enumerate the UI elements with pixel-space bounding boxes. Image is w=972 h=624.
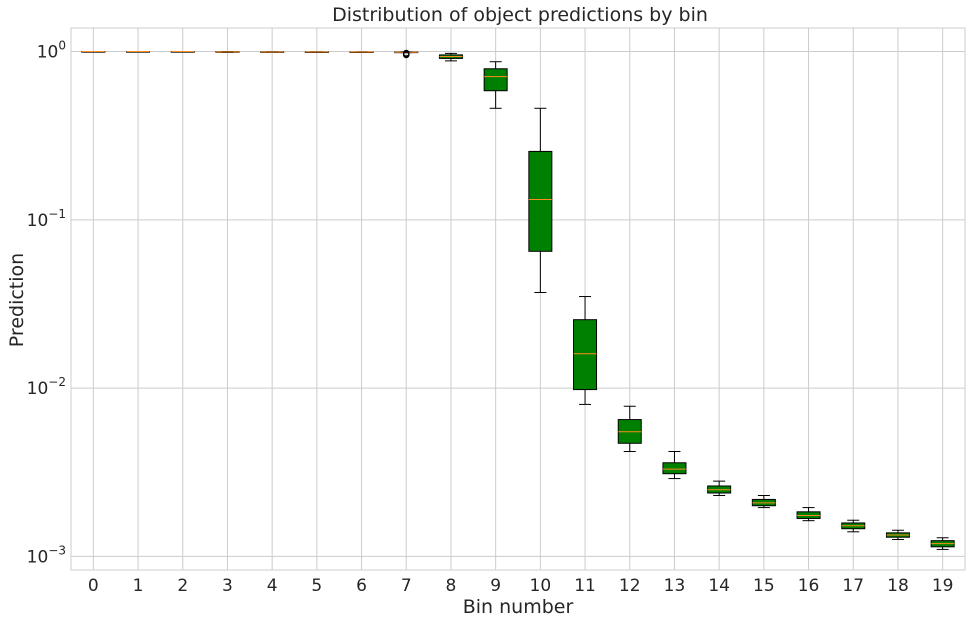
x-tick-label: 19 [932,576,954,596]
y-tick-label: 10−1 [27,207,66,231]
y-tick-label: 100 [37,39,66,63]
box [573,319,598,391]
x-tick-label: 9 [490,576,501,596]
grid [71,28,965,570]
x-tick-label: 0 [88,576,99,596]
chart-title: Distribution of object predictions by bi… [332,4,708,26]
x-tick-label: 1 [133,576,144,596]
x-tick-label: 12 [619,576,641,596]
y-axis-ticks: 100 10−1 10−2 10−3 [27,39,66,568]
x-tick-label: 2 [177,576,188,596]
x-tick-label: 14 [708,576,730,596]
x-tick-label: 18 [887,576,909,596]
x-tick-label: 17 [842,576,864,596]
box [662,462,687,475]
boxes [81,49,955,550]
x-tick-label: 16 [798,576,820,596]
x-tick-label: 8 [446,576,457,596]
x-tick-label: 3 [222,576,233,596]
x-tick-label: 7 [401,576,412,596]
x-tick-label: 13 [664,576,686,596]
x-axis-label: Bin number [463,596,574,618]
x-tick-label: 6 [356,576,367,596]
x-tick-label: 15 [753,576,775,596]
y-tick-label: 10−2 [27,375,66,399]
plot-frame [70,27,966,571]
x-tick-label: 5 [311,576,322,596]
box [483,68,508,92]
x-tick-label: 4 [267,576,278,596]
x-axis-ticks: 0 1 2 3 4 5 6 7 8 9 10 11 12 13 14 15 16 17 18 19 [88,576,954,596]
x-tick-label: 10 [530,576,552,596]
box [528,150,553,252]
y-axis-label: Prediction [6,253,28,347]
y-tick-label: 10−3 [27,543,66,567]
flier-point [402,49,410,57]
x-tick-label: 11 [574,576,596,596]
